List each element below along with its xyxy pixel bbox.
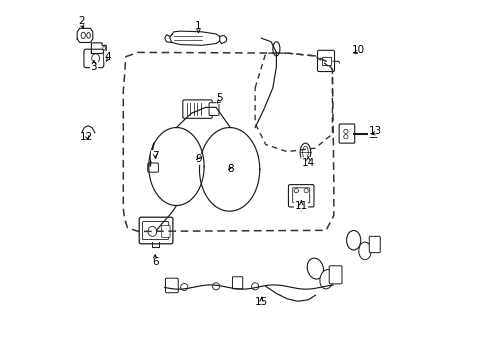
Text: 6: 6 <box>152 257 158 266</box>
Ellipse shape <box>306 258 323 279</box>
Text: 14: 14 <box>301 158 314 168</box>
FancyBboxPatch shape <box>322 57 330 65</box>
Text: 12: 12 <box>80 132 93 143</box>
FancyBboxPatch shape <box>147 163 158 172</box>
Text: 9: 9 <box>195 154 202 165</box>
Ellipse shape <box>346 230 360 250</box>
Circle shape <box>343 129 347 134</box>
Ellipse shape <box>86 32 90 38</box>
FancyBboxPatch shape <box>209 103 219 116</box>
Ellipse shape <box>92 54 100 63</box>
FancyBboxPatch shape <box>288 185 313 207</box>
Text: 4: 4 <box>104 51 111 62</box>
Circle shape <box>181 283 187 291</box>
FancyBboxPatch shape <box>232 277 242 289</box>
FancyBboxPatch shape <box>139 217 173 244</box>
Text: 7: 7 <box>152 151 158 161</box>
Ellipse shape <box>81 32 85 39</box>
Text: 13: 13 <box>368 126 382 136</box>
FancyBboxPatch shape <box>339 124 354 143</box>
Text: 2: 2 <box>78 16 84 26</box>
FancyBboxPatch shape <box>183 100 212 118</box>
Ellipse shape <box>272 42 279 56</box>
Circle shape <box>343 135 347 139</box>
Circle shape <box>251 283 258 290</box>
Text: 8: 8 <box>226 165 233 174</box>
Text: 10: 10 <box>351 45 364 55</box>
Ellipse shape <box>319 270 333 289</box>
Text: 5: 5 <box>216 94 223 103</box>
Circle shape <box>304 189 307 193</box>
Ellipse shape <box>102 46 105 50</box>
FancyBboxPatch shape <box>165 278 178 293</box>
Circle shape <box>293 189 298 193</box>
FancyBboxPatch shape <box>368 237 380 253</box>
FancyBboxPatch shape <box>317 50 334 72</box>
Ellipse shape <box>302 146 307 158</box>
Text: 11: 11 <box>294 201 307 211</box>
Ellipse shape <box>147 226 157 237</box>
Ellipse shape <box>300 143 310 162</box>
FancyBboxPatch shape <box>292 188 309 203</box>
Circle shape <box>212 283 219 290</box>
Text: 15: 15 <box>254 297 267 307</box>
FancyBboxPatch shape <box>161 225 170 238</box>
Text: 3: 3 <box>90 62 97 72</box>
FancyBboxPatch shape <box>369 130 376 138</box>
Ellipse shape <box>298 206 303 211</box>
Ellipse shape <box>358 242 370 260</box>
Text: 1: 1 <box>195 21 202 31</box>
FancyBboxPatch shape <box>142 221 168 239</box>
FancyBboxPatch shape <box>328 266 341 284</box>
FancyBboxPatch shape <box>84 49 103 68</box>
